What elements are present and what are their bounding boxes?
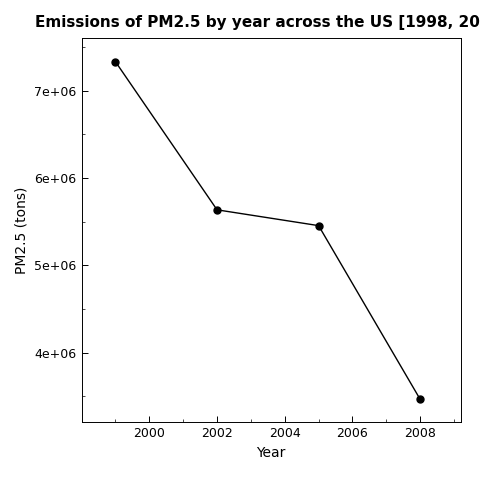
Y-axis label: PM2.5 (tons): PM2.5 (tons) bbox=[15, 187, 29, 274]
X-axis label: Year: Year bbox=[256, 446, 286, 460]
Title: Emissions of PM2.5 by year across the US [1998, 2008]: Emissions of PM2.5 by year across the US… bbox=[35, 15, 480, 30]
